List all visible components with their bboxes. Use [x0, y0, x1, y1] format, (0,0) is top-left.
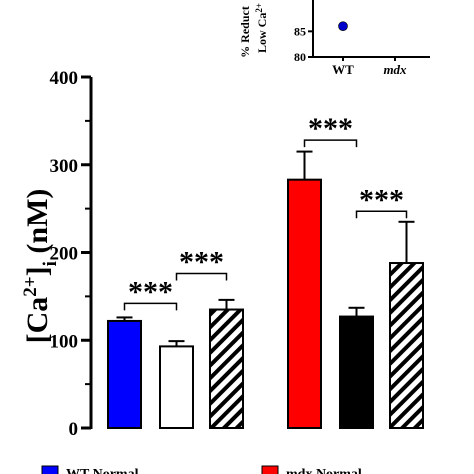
legend: WT Normal mdx Normal [41, 465, 362, 474]
main-y-tick-label: 300 [50, 156, 79, 177]
main-y-axis-label: [Ca2+]i (nM) [20, 189, 61, 344]
bar-5 [339, 315, 374, 429]
legend-label-2: mdx Normal [286, 467, 362, 474]
significance-bracket-4 [355, 210, 408, 219]
inset-y-axis-label-line1: % Reduct [238, 6, 252, 58]
legend-label-1: WT Normal [66, 467, 139, 474]
significance-label-2: *** [179, 246, 224, 279]
significance-label-4: *** [359, 183, 404, 216]
main-plot-area: 0 100 200 300 400 [50, 68, 93, 440]
inset-y-tick-label: 85 [294, 24, 306, 38]
main-bars [107, 150, 424, 430]
inset-y-axis-label-line2: Low Ca2+ [254, 3, 269, 53]
legend-swatch-2 [261, 465, 279, 474]
inset-x-tick-label-WT: WT [332, 62, 354, 77]
significance-label-1: *** [128, 275, 173, 308]
main-y-tick-label: 100 [50, 331, 79, 352]
bar-1 [107, 319, 142, 430]
significance-bracket-3 [303, 139, 358, 148]
legend-swatch-1 [41, 465, 59, 474]
significance-bracket-1 [123, 302, 178, 311]
significance-label-3: *** [308, 112, 353, 145]
main-y-tick-label: 0 [69, 419, 79, 440]
inset-chart: 80 85 WT mdx [294, 0, 430, 77]
inset-y-tick-label: 80 [294, 50, 306, 64]
significance-markers: ************ [123, 112, 408, 311]
bar-4 [287, 178, 322, 429]
main-y-tick-label: 400 [50, 68, 79, 89]
inset-point-WT [338, 21, 348, 32]
main-y-tick-label: 200 [50, 244, 79, 265]
inset-x-tick-label-mdx: mdx [383, 62, 407, 77]
significance-bracket-2 [175, 272, 228, 281]
bar-2 [159, 345, 194, 429]
bar-6 [389, 262, 424, 429]
bar-3 [209, 308, 244, 430]
